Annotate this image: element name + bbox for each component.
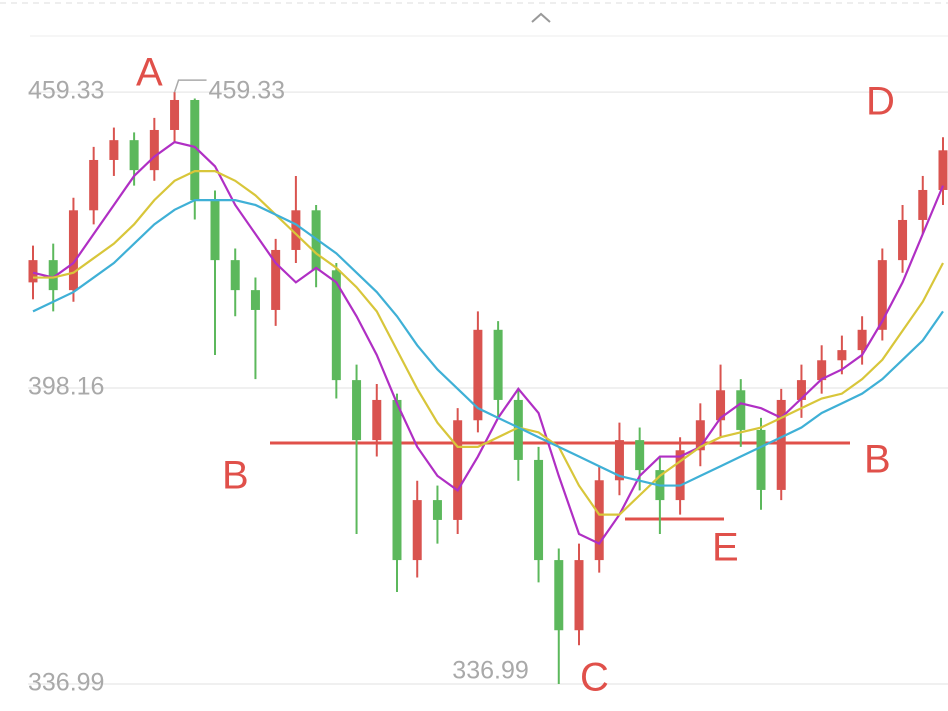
candle-body xyxy=(392,399,402,561)
y-tick-label: 336.99 xyxy=(28,669,104,697)
candle-body xyxy=(675,450,685,501)
y-tick-label: 459.33 xyxy=(28,77,104,105)
candle-body xyxy=(311,210,321,271)
min-label: 336.99 xyxy=(452,657,528,685)
reference-label: B xyxy=(222,454,249,498)
candle-body xyxy=(635,440,645,471)
candle-body xyxy=(48,260,58,291)
candle-body xyxy=(695,420,705,451)
annotation: A xyxy=(136,51,163,95)
grid xyxy=(28,91,948,685)
reference-label: E xyxy=(712,526,739,570)
candle-body xyxy=(594,480,604,561)
reference-label: B xyxy=(864,438,891,482)
candle-body xyxy=(109,140,119,160)
moving-averages xyxy=(32,140,945,546)
candle-body xyxy=(68,210,78,291)
y-tick-label: 398.16 xyxy=(28,373,104,401)
candle-body xyxy=(493,329,503,400)
candle-body xyxy=(614,440,624,481)
annotation: C xyxy=(580,656,609,700)
reference-lines xyxy=(270,441,850,521)
collapse-chevron[interactable] xyxy=(531,12,551,23)
candle-body xyxy=(432,500,442,520)
candle-body xyxy=(291,210,301,250)
candle-body xyxy=(331,270,341,381)
candle-body xyxy=(28,260,38,283)
candle-body xyxy=(837,350,847,361)
candle-body xyxy=(857,329,867,351)
candle-body xyxy=(513,399,523,460)
candle-body xyxy=(352,380,362,441)
candle-body xyxy=(938,150,948,190)
candle-body xyxy=(271,249,281,310)
candle-body xyxy=(129,140,139,171)
candle-body xyxy=(190,99,200,201)
candle-body xyxy=(716,390,726,421)
candle-body xyxy=(250,290,260,310)
candle-body xyxy=(817,360,827,381)
candle-body xyxy=(453,420,463,520)
candle-body xyxy=(89,159,99,211)
candle-body xyxy=(230,260,240,291)
candle-body xyxy=(776,399,786,490)
candle-body xyxy=(574,560,584,631)
max-marker xyxy=(173,79,207,93)
candle-body xyxy=(473,329,483,421)
candle-body xyxy=(554,560,564,631)
candle-body xyxy=(918,189,928,220)
moving-average-line xyxy=(32,199,944,487)
moving-average-line xyxy=(33,170,944,516)
candle-body xyxy=(796,380,806,400)
candle-body xyxy=(898,219,908,261)
candle-body xyxy=(149,129,159,171)
candle-body xyxy=(756,429,766,490)
annotation: D xyxy=(866,80,895,124)
candle-body xyxy=(412,500,422,561)
candle-body xyxy=(877,260,887,330)
candle-body xyxy=(372,399,382,441)
candle-body xyxy=(170,99,180,130)
moving-average-line xyxy=(32,140,945,546)
candle-body xyxy=(736,390,746,430)
candle-body xyxy=(210,200,220,261)
labels: 459.33 398.16 336.99 B B E A C D 459.33 336.99 xyxy=(28,51,895,700)
candle-body xyxy=(534,459,544,561)
candles xyxy=(28,92,948,684)
max-label: 459.33 xyxy=(209,77,285,105)
